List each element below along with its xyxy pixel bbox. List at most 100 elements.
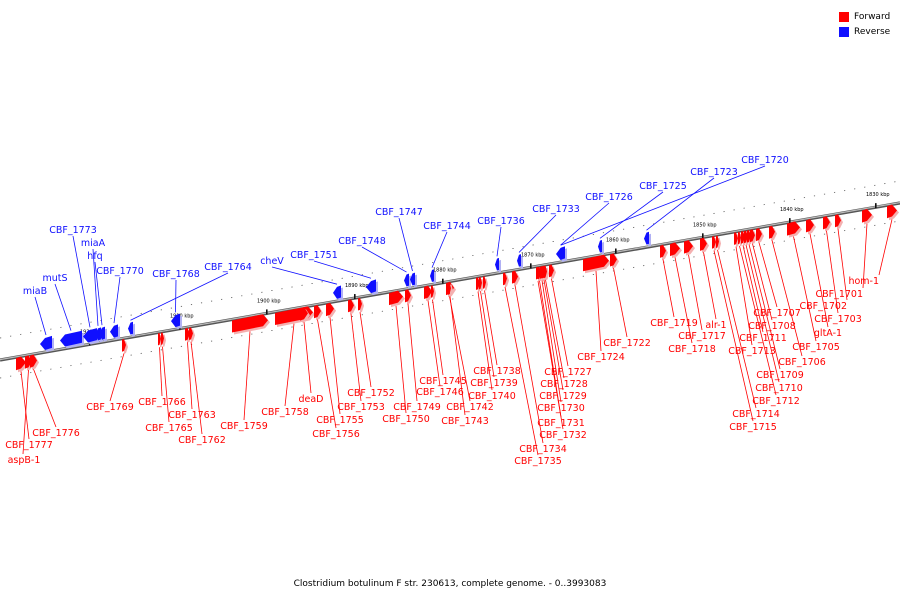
gene-label: cheV: [260, 256, 284, 267]
legend-forward-label: Forward: [854, 11, 891, 22]
gene-body: [610, 253, 617, 267]
gene-label: CBF_1777: [5, 440, 53, 451]
gene-label: CBF_1751: [290, 250, 338, 261]
gene-CBF_1734: [512, 270, 520, 286]
gene-body: [862, 208, 872, 223]
gene-body: [598, 239, 602, 253]
gene-CBF_1708: [750, 229, 757, 245]
gene-deaD: [300, 307, 310, 323]
gene-connector: [688, 254, 703, 331]
gene-body: [83, 328, 97, 343]
gene-label: CBF_1739: [470, 378, 518, 389]
tick-mark: [875, 203, 877, 209]
gene-label: CBF_1766: [138, 397, 186, 408]
gene-connector: [543, 280, 564, 391]
gene-body: [887, 204, 897, 219]
gene-label: CBF_1722: [603, 338, 651, 349]
gene-connector: [313, 260, 372, 279]
gene-connector: [745, 244, 780, 383]
gene-connector: [518, 214, 557, 253]
gene-label: miaA: [81, 238, 106, 249]
gene-connector: [613, 267, 628, 338]
gene-body: [40, 335, 52, 351]
gene-CBF_1723: [644, 231, 651, 247]
gene-connector: [303, 321, 312, 394]
gene-body: [738, 231, 741, 245]
gene-label: CBF_1742: [446, 402, 494, 413]
gene-label: CBF_1745: [419, 376, 467, 387]
gene-CBF_1762: [189, 327, 195, 343]
tick-mark: [442, 278, 444, 284]
gene-body: [517, 254, 521, 267]
map-caption: Clostridium botulinum F str. 230613, com…: [293, 579, 607, 589]
gene-body: [389, 290, 403, 306]
gene-label: CBF_1730: [537, 403, 585, 414]
gene-body: [300, 307, 308, 321]
gene-CBF_1717: [684, 240, 695, 256]
tick-mark: [702, 233, 704, 239]
gene-label: CBF_1740: [468, 391, 516, 402]
gene-CBF_1752: [358, 297, 364, 313]
gene-connector: [395, 305, 407, 414]
gene-connector: [34, 296, 47, 336]
gene-label: CBF_1735: [514, 456, 562, 467]
gene-label: miaB: [23, 286, 47, 297]
gene-body: [660, 244, 666, 258]
gene-connector: [560, 165, 766, 246]
gene-CBF_1750: [389, 290, 405, 308]
gene-body: [424, 285, 432, 300]
gene-connector: [432, 299, 444, 376]
gene-connector: [771, 240, 803, 357]
gene-connector: [159, 347, 163, 397]
gene-label: CBF_1758: [261, 407, 309, 418]
tick-label: 1860 kbp: [606, 238, 630, 244]
gene-label: CBF_1714: [732, 409, 780, 420]
gene-CBF_1733: [517, 254, 523, 269]
gene-label: CBF_1705: [792, 342, 840, 353]
gene-label: deaD: [298, 394, 323, 405]
gene-connector: [92, 248, 99, 326]
gene-connector: [54, 283, 72, 331]
gene-body: [712, 236, 716, 249]
gene-body: [787, 221, 800, 236]
gene-connector: [162, 346, 170, 423]
gene-connector: [545, 279, 565, 379]
gene-body: [185, 327, 190, 341]
gene-connector: [187, 342, 193, 410]
gene-connector: [752, 243, 773, 321]
gene-body: [404, 273, 409, 287]
gene-connector: [662, 259, 675, 318]
gene-connector: [480, 291, 495, 378]
gene-label: hom-1: [848, 276, 879, 287]
gene-body: [158, 332, 161, 346]
gene-body: [171, 313, 180, 328]
gene-body: [769, 225, 775, 239]
gene-connector: [22, 370, 29, 455]
gene-CBF_1776: [30, 354, 39, 370]
gene-connector: [113, 276, 121, 324]
gene-label: CBF_1765: [145, 423, 193, 434]
gene-label: CBF_1776: [32, 428, 80, 439]
gene-CBF_1769: [122, 339, 128, 354]
gene-connector: [350, 313, 362, 402]
gene-label: CBF_1725: [639, 181, 687, 192]
gene-CBF_1747: [410, 272, 417, 288]
gene-label: CBF_1712: [752, 396, 800, 407]
gene-CBF_1724: [583, 254, 611, 274]
gene-body: [512, 270, 518, 284]
gene-CBF_1744: [430, 269, 436, 284]
gene-body: [583, 254, 609, 272]
gene-connector: [599, 191, 664, 239]
tick-mark: [354, 294, 356, 300]
gene-body: [644, 231, 649, 245]
gene-label: CBF_1724: [577, 352, 625, 363]
gene-cheV: [333, 285, 343, 301]
gene-connector: [427, 300, 441, 387]
tick-label: 1900 kbp: [257, 298, 281, 304]
gene-body: [128, 321, 133, 335]
gene-label: CBF_1759: [220, 421, 268, 432]
gene-label: CBF_1747: [375, 207, 423, 218]
gene-connector: [748, 244, 781, 370]
gene-connector: [329, 317, 341, 415]
